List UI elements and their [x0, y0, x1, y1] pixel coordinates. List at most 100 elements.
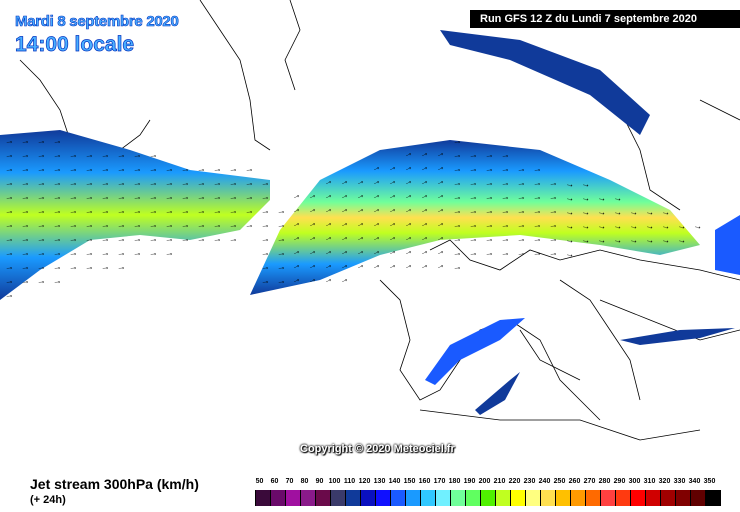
arrow-icon: → — [532, 219, 542, 230]
arrow-icon: → — [516, 191, 526, 202]
arrow-icon: → — [196, 233, 206, 244]
arrow-icon: → — [386, 175, 398, 188]
arrow-icon: → — [36, 191, 46, 202]
legend-label: 70 — [285, 478, 294, 485]
jet-tyrrhenian — [475, 372, 520, 415]
arrow-icon: → — [354, 217, 366, 230]
arrow-icon: → — [212, 177, 222, 188]
arrow-icon: → — [597, 206, 608, 217]
arrow-icon: → — [84, 163, 94, 174]
arrow-icon: → — [661, 206, 672, 217]
arrow-icon: → — [84, 149, 94, 160]
arrow-icon: → — [418, 175, 430, 188]
arrow-icon: → — [228, 191, 238, 202]
arrow-icon: → — [244, 219, 254, 230]
arrow-icon: → — [132, 233, 142, 244]
arrow-icon: → — [260, 233, 270, 244]
arrow-icon: → — [116, 163, 126, 174]
arrow-icon: → — [484, 163, 494, 174]
arrow-icon: → — [532, 163, 542, 174]
arrow-icon: → — [52, 247, 62, 258]
arrow-icon: → — [402, 259, 414, 272]
arrow-icon: → — [418, 231, 430, 244]
arrow-icon: → — [20, 135, 30, 146]
legend-label: 50 — [255, 478, 264, 485]
arrow-icon: → — [386, 259, 398, 272]
arrow-icon: → — [84, 177, 94, 188]
arrow-icon: → — [434, 175, 446, 188]
arrow-icon: → — [386, 189, 398, 202]
arrow-icon: → — [36, 163, 46, 174]
arrow-icon: → — [645, 220, 656, 231]
legend-swatch — [555, 490, 571, 506]
arrow-icon: → — [418, 189, 430, 202]
forecast-time: 14:00 locale — [15, 33, 135, 57]
arrow-icon: → — [212, 233, 222, 244]
arrow-icon: → — [148, 247, 158, 258]
arrow-icon: → — [52, 149, 62, 160]
arrow-icon: → — [516, 163, 526, 174]
arrow-icon: → — [370, 161, 382, 174]
arrow-icon: → — [306, 189, 318, 202]
arrow-icon: → — [260, 261, 270, 272]
arrow-icon: → — [196, 177, 206, 188]
arrow-icon: → — [180, 191, 190, 202]
arrow-icon: → — [565, 220, 576, 231]
arrow-icon: → — [84, 205, 94, 216]
legend-label: 230 — [523, 478, 536, 485]
legend-swatch — [525, 490, 541, 506]
arrow-icon: → — [548, 177, 558, 188]
arrow-icon: → — [452, 135, 462, 146]
arrow-icon: → — [370, 189, 382, 202]
arrow-icon: → — [164, 205, 174, 216]
arrow-icon: → — [276, 247, 286, 258]
arrow-icon: → — [468, 163, 478, 174]
arrow-icon: → — [68, 149, 78, 160]
arrow-icon: → — [434, 217, 446, 230]
arrow-icon: → — [452, 247, 462, 258]
arrow-icon: → — [386, 161, 398, 174]
arrow-icon: → — [4, 261, 14, 272]
arrow-icon: → — [565, 234, 576, 245]
legend-label: 310 — [643, 478, 656, 485]
arrow-icon: → — [164, 177, 174, 188]
arrow-icon: → — [386, 245, 398, 258]
arrow-icon: → — [228, 233, 238, 244]
arrow-icon: → — [322, 231, 334, 244]
arrow-icon: → — [418, 203, 430, 216]
arrow-icon: → — [597, 220, 608, 231]
legend-swatch — [360, 490, 376, 506]
legend-label: 110 — [343, 478, 356, 485]
arrow-icon: → — [613, 220, 624, 231]
arrow-icon: → — [290, 259, 302, 272]
legend-swatch — [660, 490, 676, 506]
arrow-icon: → — [84, 219, 94, 230]
arrow-icon: → — [148, 177, 158, 188]
arrow-icon: → — [4, 149, 14, 160]
arrow-icon: → — [484, 247, 494, 258]
arrow-icon: → — [338, 231, 350, 244]
arrow-icon: → — [402, 203, 414, 216]
arrow-icon: → — [20, 149, 30, 160]
arrow-icon: → — [52, 261, 62, 272]
arrow-icon: → — [100, 163, 110, 174]
legend-swatch — [600, 490, 616, 506]
arrow-icon: → — [322, 203, 334, 216]
legend-label: 350 — [703, 478, 716, 485]
arrow-icon: → — [180, 163, 190, 174]
run-info: Run GFS 12 Z du Lundi 7 septembre 2020 — [470, 10, 740, 28]
legend-label: 260 — [568, 478, 581, 485]
arrow-icon: → — [500, 247, 510, 258]
arrow-icon: → — [148, 205, 158, 216]
arrow-icon: → — [228, 205, 238, 216]
arrow-icon: → — [484, 149, 494, 160]
arrow-icon: → — [20, 275, 30, 286]
legend-swatch — [690, 490, 706, 506]
arrow-icon: → — [164, 233, 174, 244]
legend-swatch — [255, 490, 271, 506]
arrow-icon: → — [565, 178, 576, 189]
arrow-icon: → — [452, 163, 462, 174]
arrow-icon: → — [354, 203, 366, 216]
arrow-icon: → — [322, 189, 334, 202]
arrow-icon: → — [20, 247, 30, 258]
